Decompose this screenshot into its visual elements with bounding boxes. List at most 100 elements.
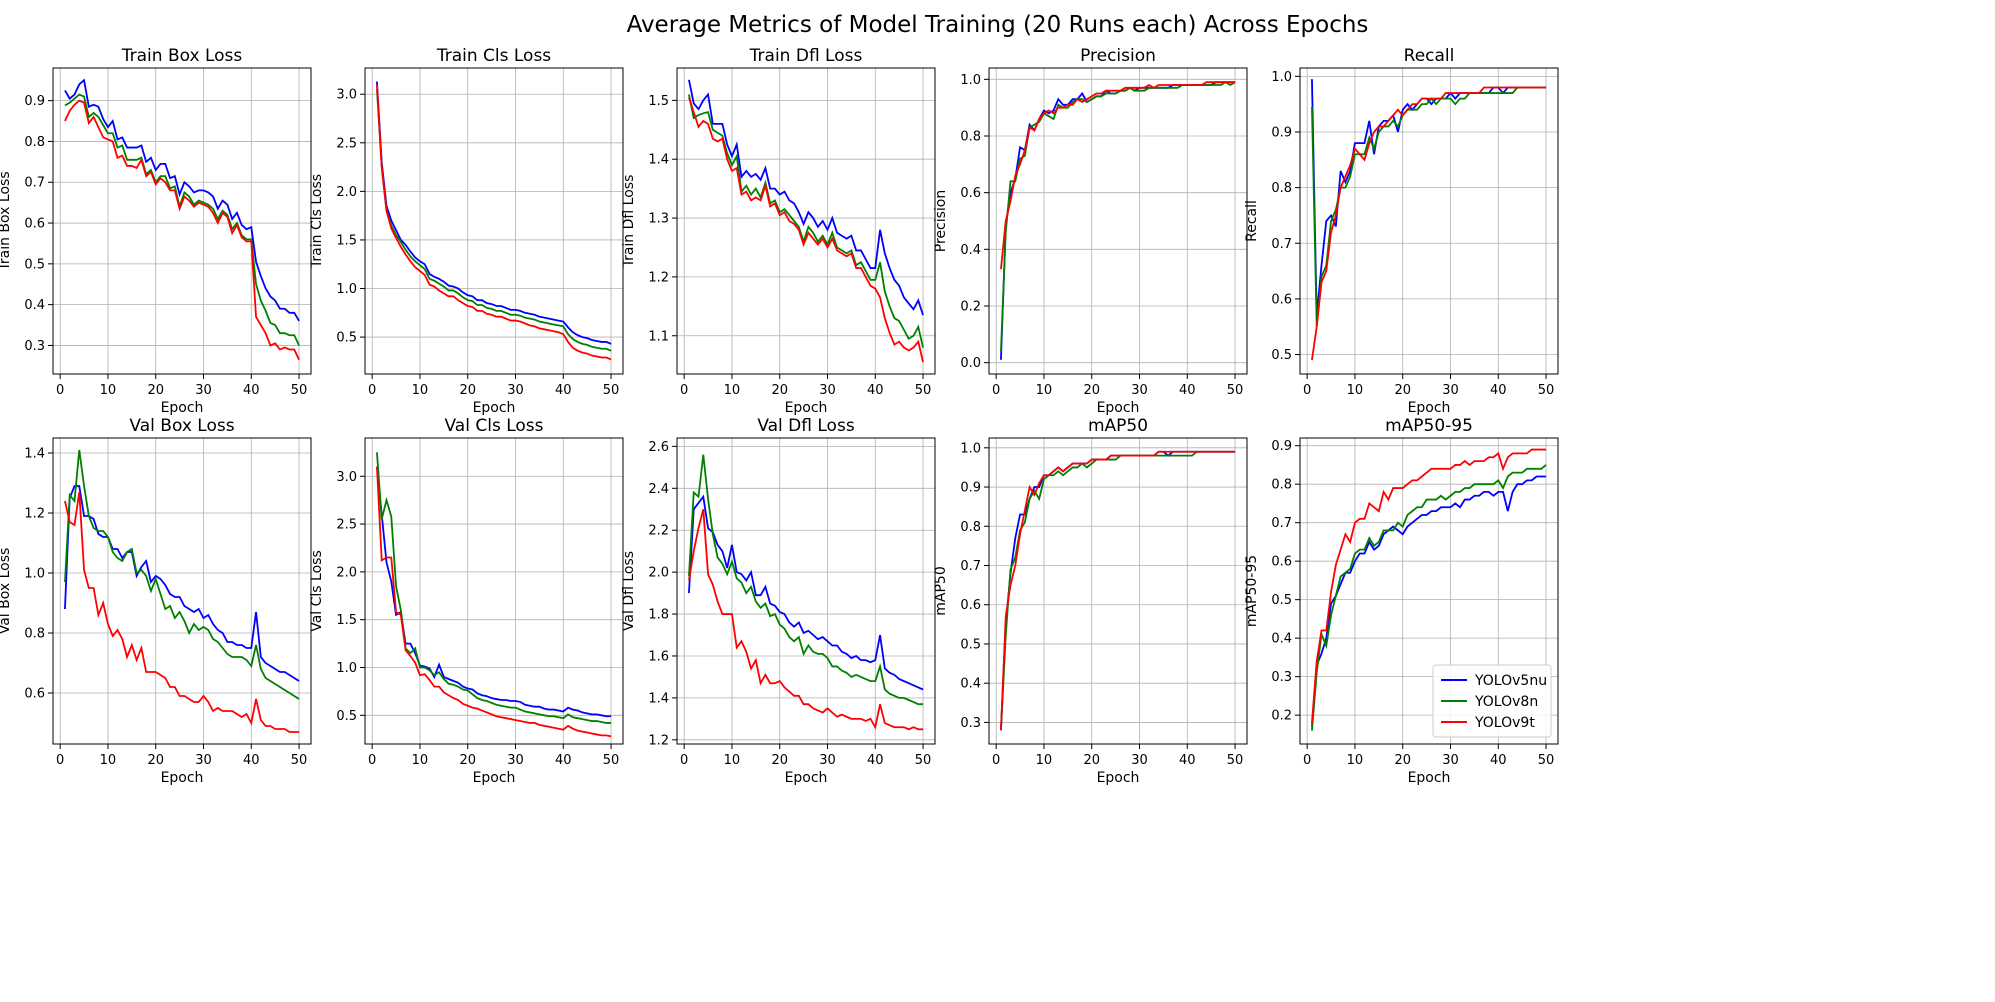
- y-tick-label: 0.7: [1271, 516, 1292, 531]
- x-tick-label: 0: [992, 383, 1000, 398]
- y-tick-label: 1.2: [648, 733, 669, 748]
- y-tick-label: 0.8: [1271, 478, 1292, 493]
- subplot-title: Val Dfl Loss: [757, 416, 854, 436]
- series-line-yolov5nu: [64, 485, 300, 682]
- y-tick-label: 0.4: [24, 298, 45, 313]
- plot-background: [1300, 68, 1558, 374]
- x-tick-label: 20: [1083, 383, 1100, 398]
- x-tick-label: 0: [680, 383, 688, 398]
- x-tick-label: 50: [1227, 383, 1244, 398]
- x-tick-label: 40: [1490, 383, 1507, 398]
- y-tick-label: 0.4: [1271, 632, 1292, 647]
- plot-background: [677, 68, 935, 374]
- y-axis-label: Train Box Loss: [0, 171, 13, 271]
- series-line-yolov9t: [376, 84, 612, 361]
- y-axis-label: Recall: [1244, 200, 1260, 242]
- x-tick-label: 30: [1442, 753, 1459, 768]
- x-tick-label: 20: [1083, 753, 1100, 768]
- x-tick-label: 50: [915, 753, 932, 768]
- x-tick-label: 10: [1036, 383, 1053, 398]
- series-line-yolov8n: [376, 89, 612, 352]
- x-axis-label: Epoch: [1408, 400, 1451, 416]
- subplot-title: Val Box Loss: [129, 416, 234, 436]
- plot-background: [677, 438, 935, 744]
- x-tick-label: 10: [1347, 383, 1364, 398]
- y-tick-label: 0.0: [960, 356, 981, 371]
- series-line-yolov9t: [1000, 450, 1236, 731]
- legend: YOLOv5nu YOLOv8n YOLOv9t: [1432, 664, 1552, 738]
- subplot-title: Train Cls Loss: [436, 46, 551, 66]
- plot-background: [989, 438, 1247, 744]
- y-tick-label: 2.5: [336, 518, 357, 533]
- y-tick-label: 1.4: [648, 153, 669, 168]
- y-tick-label: 2.5: [336, 136, 357, 151]
- y-tick-label: 1.0: [24, 567, 45, 582]
- y-tick-label: 0.2: [960, 300, 981, 315]
- y-tick-label: 0.3: [960, 716, 981, 731]
- y-tick-label: 0.6: [960, 186, 981, 201]
- series-line-yolov8n: [64, 93, 300, 346]
- x-tick-label: 30: [507, 383, 524, 398]
- x-tick-label: 10: [1347, 753, 1364, 768]
- y-tick-label: 0.6: [960, 598, 981, 613]
- subplot-title: mAP50: [1088, 416, 1148, 436]
- x-tick-label: 10: [100, 753, 117, 768]
- y-tick-label: 2.6: [648, 440, 669, 455]
- x-tick-label: 40: [1490, 753, 1507, 768]
- subplot-title: Train Box Loss: [121, 46, 243, 66]
- x-axis-label: Epoch: [1408, 770, 1451, 786]
- y-tick-label: 0.5: [1271, 593, 1292, 608]
- y-tick-label: 0.5: [960, 637, 981, 652]
- y-axis-label: Val Dfl Loss: [621, 551, 637, 631]
- y-tick-label: 0.7: [24, 176, 45, 191]
- x-tick-label: 10: [724, 753, 741, 768]
- y-tick-label: 2.4: [648, 482, 669, 497]
- x-tick-label: 10: [100, 383, 117, 398]
- x-tick-label: 0: [368, 753, 376, 768]
- y-tick-label: 0.6: [24, 687, 45, 702]
- y-tick-label: 0.6: [1271, 555, 1292, 570]
- plot-frame: [988, 437, 1248, 745]
- plot-frame: [1299, 437, 1559, 745]
- y-tick-label: 0.3: [1271, 670, 1292, 685]
- series-line-yolov8n: [64, 449, 300, 700]
- series-line-yolov8n: [1311, 464, 1547, 731]
- x-tick-label: 10: [412, 383, 429, 398]
- y-tick-label: 0.5: [1271, 348, 1292, 363]
- y-tick-label: 1.3: [648, 212, 669, 227]
- plot-frame: [988, 67, 1248, 375]
- series-line-yolov5nu: [688, 79, 924, 316]
- x-tick-label: 0: [992, 753, 1000, 768]
- legend-box: [1432, 664, 1552, 738]
- x-axis-label: Epoch: [785, 770, 828, 786]
- subplot-8: 0 10 20 30 40 50 0.3 0.4 0.5 0.6 0.7 0.8 0.9 1.0 mAP50…: [933, 416, 1248, 786]
- x-tick-label: 30: [1131, 383, 1148, 398]
- y-axis-label: Val Box Loss: [0, 548, 13, 635]
- series-line-yolov9t: [376, 466, 612, 738]
- y-tick-label: 0.9: [960, 481, 981, 496]
- y-tick-label: 0.9: [1271, 125, 1292, 140]
- y-tick-label: 3.0: [336, 88, 357, 103]
- y-axis-label: Precision: [933, 190, 949, 252]
- series-line-yolov5nu: [1311, 475, 1547, 727]
- series-line-yolov5nu: [376, 81, 612, 345]
- x-tick-label: 0: [56, 753, 64, 768]
- x-tick-label: 10: [412, 753, 429, 768]
- x-axis-label: Epoch: [473, 770, 516, 786]
- y-tick-label: 0.5: [336, 709, 357, 724]
- y-tick-label: 2.0: [336, 185, 357, 200]
- y-axis-label: mAP50: [933, 566, 949, 615]
- series-line-yolov9t: [688, 509, 924, 731]
- y-tick-label: 1.6: [648, 649, 669, 664]
- x-tick-label: 20: [147, 383, 164, 398]
- series-line-yolov8n: [376, 452, 612, 724]
- x-tick-label: 40: [243, 383, 260, 398]
- plot-frame: [364, 437, 624, 745]
- series-line-yolov9t: [1311, 448, 1547, 723]
- y-tick-label: 0.4: [960, 677, 981, 692]
- x-tick-label: 40: [1179, 753, 1196, 768]
- y-tick-label: 1.8: [648, 608, 669, 623]
- subplot-1: 0 10 20 30 40 50 0.5 1.0 1.5 2.0 2.5 3.0 Train Cls L…: [309, 46, 624, 416]
